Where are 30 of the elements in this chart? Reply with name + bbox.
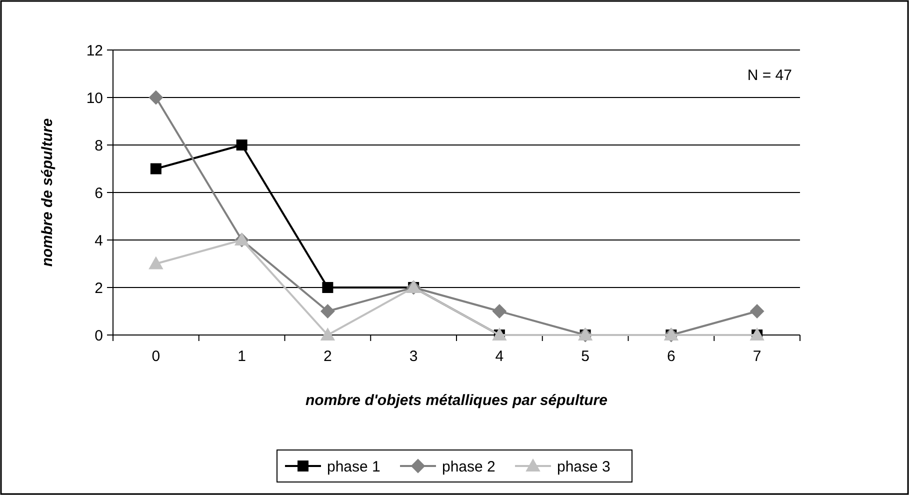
y-tick-label: 12 (86, 42, 103, 60)
y-tick-label: 8 (94, 137, 103, 154)
y-tick-label: 0 (94, 327, 103, 344)
point (322, 282, 334, 293)
x-axis-title: nombre d'objets métalliques par sépulture (306, 392, 608, 409)
x-tick-label: 7 (752, 348, 762, 365)
x-tick-label: 0 (152, 348, 160, 365)
y-tick-label: 10 (86, 90, 103, 107)
annotation: N = 47 (747, 67, 792, 84)
point (148, 256, 163, 270)
point (150, 163, 162, 174)
x-tick-label: 3 (409, 348, 418, 365)
legend-label: phase 3 (557, 458, 610, 476)
point (492, 304, 506, 318)
x-tick-label: 2 (324, 348, 332, 365)
point (750, 304, 764, 318)
y-tick-label: 4 (94, 232, 103, 250)
x-tick-label: 5 (581, 348, 590, 365)
y-tick-label: 6 (94, 184, 103, 202)
x-tick-label: 4 (495, 348, 504, 365)
x-tick-label: 1 (238, 348, 246, 365)
point (320, 304, 335, 318)
point (148, 90, 163, 104)
legend-label: phase 2 (442, 458, 496, 476)
legend-label: phase 1 (327, 458, 380, 476)
point (320, 328, 335, 340)
point (236, 140, 248, 150)
x-tick-label: 6 (667, 348, 676, 365)
y-tick-label: 2 (94, 280, 103, 297)
y-axis-title: nombre de sépulture (39, 118, 56, 267)
